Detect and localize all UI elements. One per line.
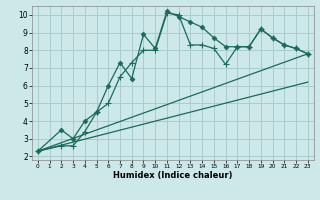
X-axis label: Humidex (Indice chaleur): Humidex (Indice chaleur) [113, 171, 233, 180]
